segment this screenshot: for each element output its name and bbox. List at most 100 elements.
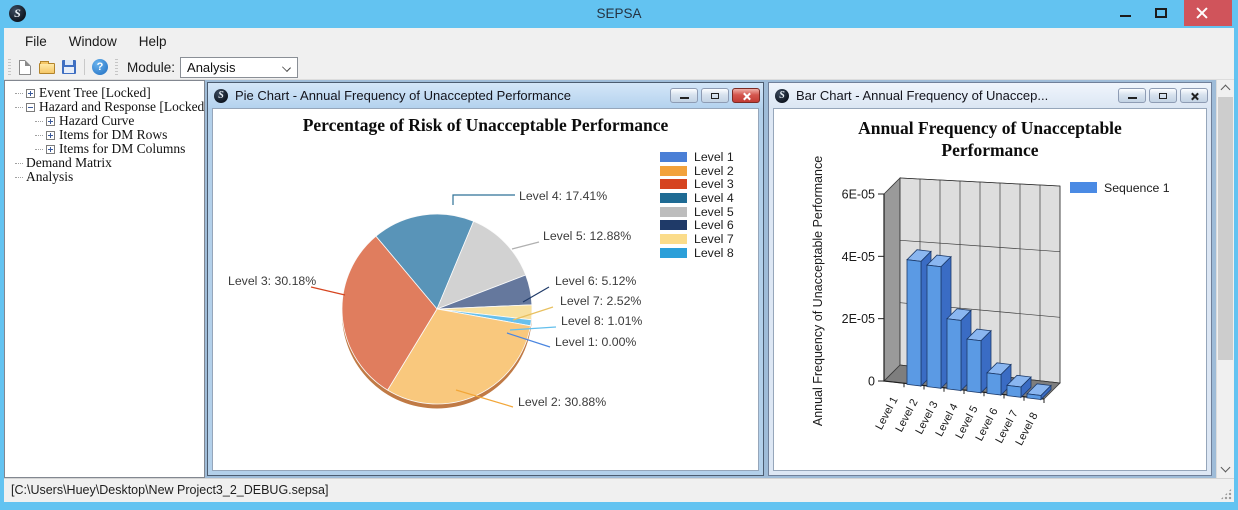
window-logo-icon: S [775, 88, 789, 103]
project-tree: Event Tree [Locked] Hazard and Response [… [4, 80, 205, 478]
pie-window-body: Percentage of Risk of Unacceptable Perfo… [212, 108, 759, 471]
main-titlebar[interactable]: S SEPSA [0, 0, 1238, 28]
legend-swatch [1070, 182, 1097, 194]
tree-expander-plus-icon[interactable] [46, 130, 55, 140]
tree-connector [15, 162, 23, 164]
tree-item-event-tree-locked[interactable]: Event Tree [Locked] [9, 85, 204, 100]
minimize-button[interactable] [1110, 0, 1140, 26]
bar-window-titlebar[interactable]: S Bar Chart - Annual Frequency of Unacce… [769, 83, 1211, 108]
tree-expander-minus-icon[interactable] [26, 102, 35, 112]
tree-connector [15, 106, 23, 108]
pie-data-label: Level 3: 30.18% [228, 274, 316, 288]
help-button[interactable]: ? [89, 57, 111, 78]
tree-expander-plus-icon[interactable] [46, 116, 55, 126]
open-file-button[interactable] [36, 57, 58, 78]
bar-front-face [926, 264, 942, 389]
menu-item-file[interactable]: File [25, 34, 47, 49]
scroll-up-button[interactable] [1217, 80, 1234, 97]
pie-close-button[interactable] [732, 88, 760, 103]
legend-label: Sequence 1 [1104, 180, 1170, 195]
y-axis-title: Annual Frequency of Unacceptable Perform… [811, 156, 825, 426]
legend-item-level-8: Level 8 [660, 246, 734, 260]
pie-legend: Level 1 Level 2 Level 3 Level 4 Level 5 Level… [660, 150, 734, 260]
bar-level-3 [926, 254, 952, 390]
tree-item-hazard-and-response-locked[interactable]: Hazard and Response [Locked] [9, 99, 204, 114]
pie-restore-button[interactable] [701, 88, 729, 103]
legend-swatch [660, 165, 687, 176]
legend-item-level-1: Level 1 [660, 150, 734, 164]
bar-front-face [1026, 393, 1042, 401]
tree-item-label: Demand Matrix [26, 155, 112, 170]
bar-chart-window[interactable]: S Bar Chart - Annual Frequency of Unacce… [768, 82, 1212, 476]
minimize-icon [1128, 97, 1137, 99]
legend-item-level-3: Level 3 [660, 177, 734, 191]
bar-front-face [1006, 384, 1022, 398]
legend-swatch [660, 233, 687, 244]
minimize-icon [1120, 15, 1131, 17]
pie-data-label: Level 4: 17.41% [519, 189, 607, 203]
module-dropdown[interactable]: Analysis [180, 56, 299, 78]
gridline [899, 239, 1061, 253]
menu-item-help[interactable]: Help [138, 34, 167, 49]
bar-front-face [946, 318, 962, 392]
pie-leader-level-6 [522, 286, 550, 303]
pie-data-label: Level 5: 12.88% [543, 229, 631, 243]
minimize-icon [680, 97, 689, 99]
pie-window-titlebar[interactable]: S Pie Chart - Annual Frequency of Unacce… [208, 83, 763, 108]
legend-label: Level 8 [694, 245, 734, 260]
bar-left-wall [883, 177, 901, 382]
bar-restore-button[interactable] [1149, 88, 1177, 103]
tree-item-items-for-dm-rows[interactable]: Items for DM Rows [9, 127, 204, 142]
pie-data-label: Level 1: 0.00% [555, 335, 636, 349]
pie-leader-level-8 [509, 326, 557, 331]
tree-item-demand-matrix[interactable]: Demand Matrix [9, 155, 204, 170]
pie-minimize-button[interactable] [670, 88, 698, 103]
tree-expander-plus-icon[interactable] [26, 88, 35, 98]
vertical-scrollbar[interactable] [1216, 80, 1234, 478]
bar-level-7 [1006, 374, 1032, 399]
legend-swatch [660, 192, 687, 203]
app-title: SEPSA [596, 6, 642, 21]
pie-slice-level-4 [375, 213, 475, 310]
tree-connector [35, 120, 43, 122]
menu-item-window[interactable]: Window [68, 34, 117, 49]
new-file-button[interactable] [14, 57, 36, 78]
scroll-down-button[interactable] [1217, 461, 1234, 478]
bar-close-button[interactable] [1180, 88, 1208, 103]
tree-connector [15, 176, 23, 178]
chevron-down-icon [1220, 462, 1231, 473]
new-file-icon [19, 59, 31, 75]
window-logo-icon: S [214, 88, 228, 103]
bar-front-face [906, 259, 922, 387]
save-floppy-icon [62, 60, 76, 74]
legend-label: Level 2 [694, 163, 734, 178]
legend-item-level-6: Level 6 [660, 218, 734, 232]
tree-expander-plus-icon[interactable] [46, 144, 55, 154]
maximize-button[interactable] [1146, 0, 1176, 26]
chevron-up-icon [1220, 84, 1231, 95]
pie-window-title: Pie Chart - Annual Frequency of Unaccept… [235, 88, 572, 103]
pie-leader-level-1 [506, 332, 551, 348]
close-button[interactable] [1184, 0, 1232, 26]
tree-item-hazard-curve[interactable]: Hazard Curve [9, 113, 204, 128]
app-logo-icon: S [9, 5, 26, 22]
y-tick-label: 6E-05 [842, 188, 875, 202]
tree-item-analysis[interactable]: Analysis [9, 169, 204, 184]
legend-label: Level 4 [694, 190, 734, 205]
scrollbar-thumb[interactable] [1218, 97, 1233, 360]
resize-grip[interactable] [1220, 488, 1232, 500]
bar-front-face [966, 338, 982, 394]
legend-item-level-7: Level 7 [660, 232, 734, 246]
save-button[interactable] [58, 57, 80, 78]
bar-minimize-button[interactable] [1118, 88, 1146, 103]
toolbar-grip-2[interactable] [115, 59, 118, 75]
bar-window-title: Bar Chart - Annual Frequency of Unaccep.… [796, 88, 1049, 103]
tree-item-items-for-dm-columns[interactable]: Items for DM Columns [9, 141, 204, 156]
tree-item-label: Analysis [26, 169, 74, 184]
tree-connector [35, 134, 43, 136]
legend-swatch [660, 151, 687, 162]
legend-swatch [660, 179, 687, 190]
toolbar-grip[interactable] [8, 59, 11, 75]
pie-chart-window[interactable]: S Pie Chart - Annual Frequency of Unacce… [207, 82, 764, 476]
